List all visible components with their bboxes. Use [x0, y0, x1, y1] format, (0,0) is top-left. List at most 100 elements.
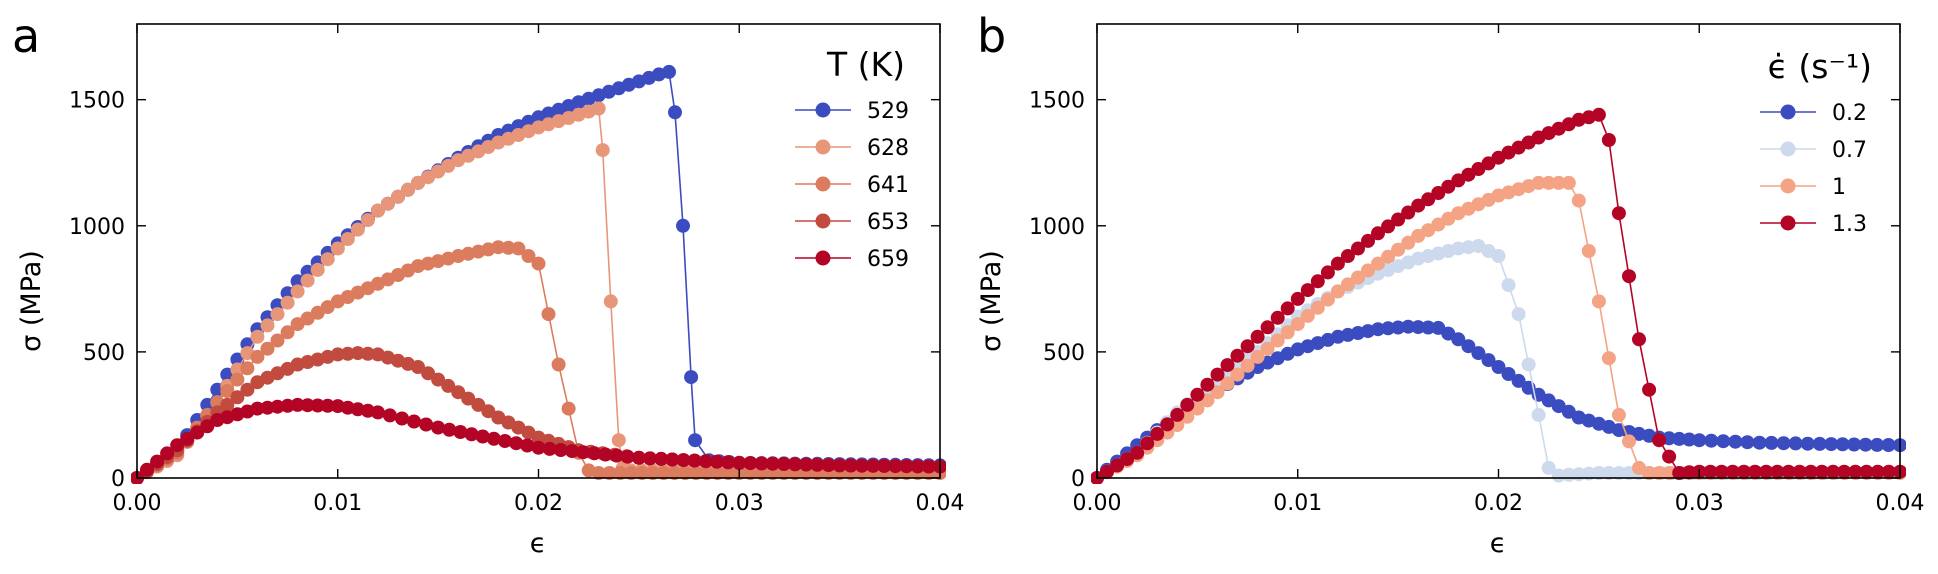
data-point [602, 466, 617, 480]
data-point [1190, 387, 1205, 402]
data-point [501, 240, 516, 255]
data-point [310, 398, 325, 413]
data-point [407, 414, 421, 429]
x-tick-label: 0.03 [715, 491, 764, 516]
data-point [1501, 278, 1516, 293]
data-point [270, 399, 285, 414]
series-line [1096, 325, 1901, 479]
data-point [676, 453, 691, 468]
data-point [280, 295, 295, 310]
data-point [310, 262, 325, 277]
series-line [1096, 182, 1900, 479]
data-point [754, 456, 769, 471]
panel-a-letter: a [12, 9, 40, 63]
data-point [732, 455, 747, 470]
data-point [1716, 434, 1731, 449]
data-point [1361, 233, 1375, 248]
data-point [635, 466, 649, 480]
panel-b-letter: b [977, 9, 1006, 63]
data-point [743, 466, 758, 480]
data-point [788, 457, 802, 472]
data-point [1330, 256, 1345, 271]
data-point [1612, 466, 1626, 480]
data-point [531, 440, 546, 455]
series-line [1096, 113, 1900, 479]
data-point [1800, 436, 1815, 451]
data-point [1541, 460, 1556, 475]
data-point [1859, 464, 1874, 479]
data-point [1571, 193, 1586, 208]
data-point [270, 333, 285, 348]
series-659 [131, 397, 946, 484]
data-point [1140, 436, 1155, 451]
data-point [1870, 464, 1885, 479]
data-point [1230, 367, 1245, 382]
data-point [1672, 466, 1687, 480]
data-point [230, 390, 245, 405]
data-point [1280, 325, 1295, 340]
data-point [1240, 358, 1255, 373]
data-point [1561, 175, 1576, 190]
data-point [1803, 464, 1818, 479]
data-point [1120, 452, 1135, 467]
data-point [721, 455, 736, 470]
legend-entry-628: 628 [795, 136, 909, 161]
data-point [442, 422, 457, 437]
data-point [591, 101, 606, 116]
data-point [799, 457, 814, 472]
data-point [509, 436, 524, 451]
data-point [1371, 256, 1385, 271]
y-tick-label: 1000 [69, 215, 125, 240]
data-point [1642, 466, 1657, 480]
legend-marker [815, 213, 831, 229]
legend-marker [815, 102, 831, 118]
data-point [1320, 265, 1335, 280]
data-point [431, 420, 446, 435]
data-point [866, 458, 881, 473]
data-point [419, 417, 434, 432]
data-point [1736, 464, 1751, 479]
data-point [1381, 219, 1396, 234]
data-point [631, 450, 646, 465]
data-point [1300, 308, 1315, 323]
data-point [1371, 226, 1385, 241]
data-point [1870, 437, 1885, 452]
data-point [1781, 464, 1796, 479]
data-point [699, 466, 714, 480]
legend-label: 628 [867, 136, 909, 161]
data-point [240, 361, 255, 376]
data-point [1391, 212, 1406, 227]
data-point [1240, 339, 1255, 354]
data-point [1622, 434, 1636, 449]
data-point [1250, 349, 1265, 364]
data-point [662, 64, 676, 79]
data-point [1381, 249, 1396, 264]
data-point [1792, 464, 1807, 479]
legend-marker [815, 250, 831, 266]
data-point [1759, 464, 1774, 479]
data-point [754, 466, 769, 480]
data-point [250, 329, 265, 344]
data-point [1391, 242, 1406, 257]
data-point [150, 454, 165, 469]
data-point [250, 349, 265, 364]
data-point [140, 462, 154, 477]
data-point [710, 466, 725, 480]
data-point [1672, 431, 1687, 446]
data-point [520, 438, 535, 453]
data-point [280, 398, 295, 413]
x-tick-label: 0.00 [113, 491, 162, 516]
data-point [340, 232, 355, 246]
y-tick-label: 1000 [1029, 215, 1085, 240]
data-point [624, 466, 639, 480]
data-point [645, 466, 660, 480]
data-point [1170, 407, 1185, 422]
panel-b-ticks: 0.00 0.01 0.02 0.03 0.04 0 500 1000 1500 [1029, 24, 1924, 516]
legend-marker [1780, 104, 1796, 120]
panel-a-ylabel: σ (MPa) [16, 250, 47, 352]
data-point [603, 294, 618, 309]
data-point [471, 397, 486, 412]
data-point [464, 427, 479, 442]
data-point [1310, 300, 1325, 315]
data-point [1776, 436, 1791, 451]
